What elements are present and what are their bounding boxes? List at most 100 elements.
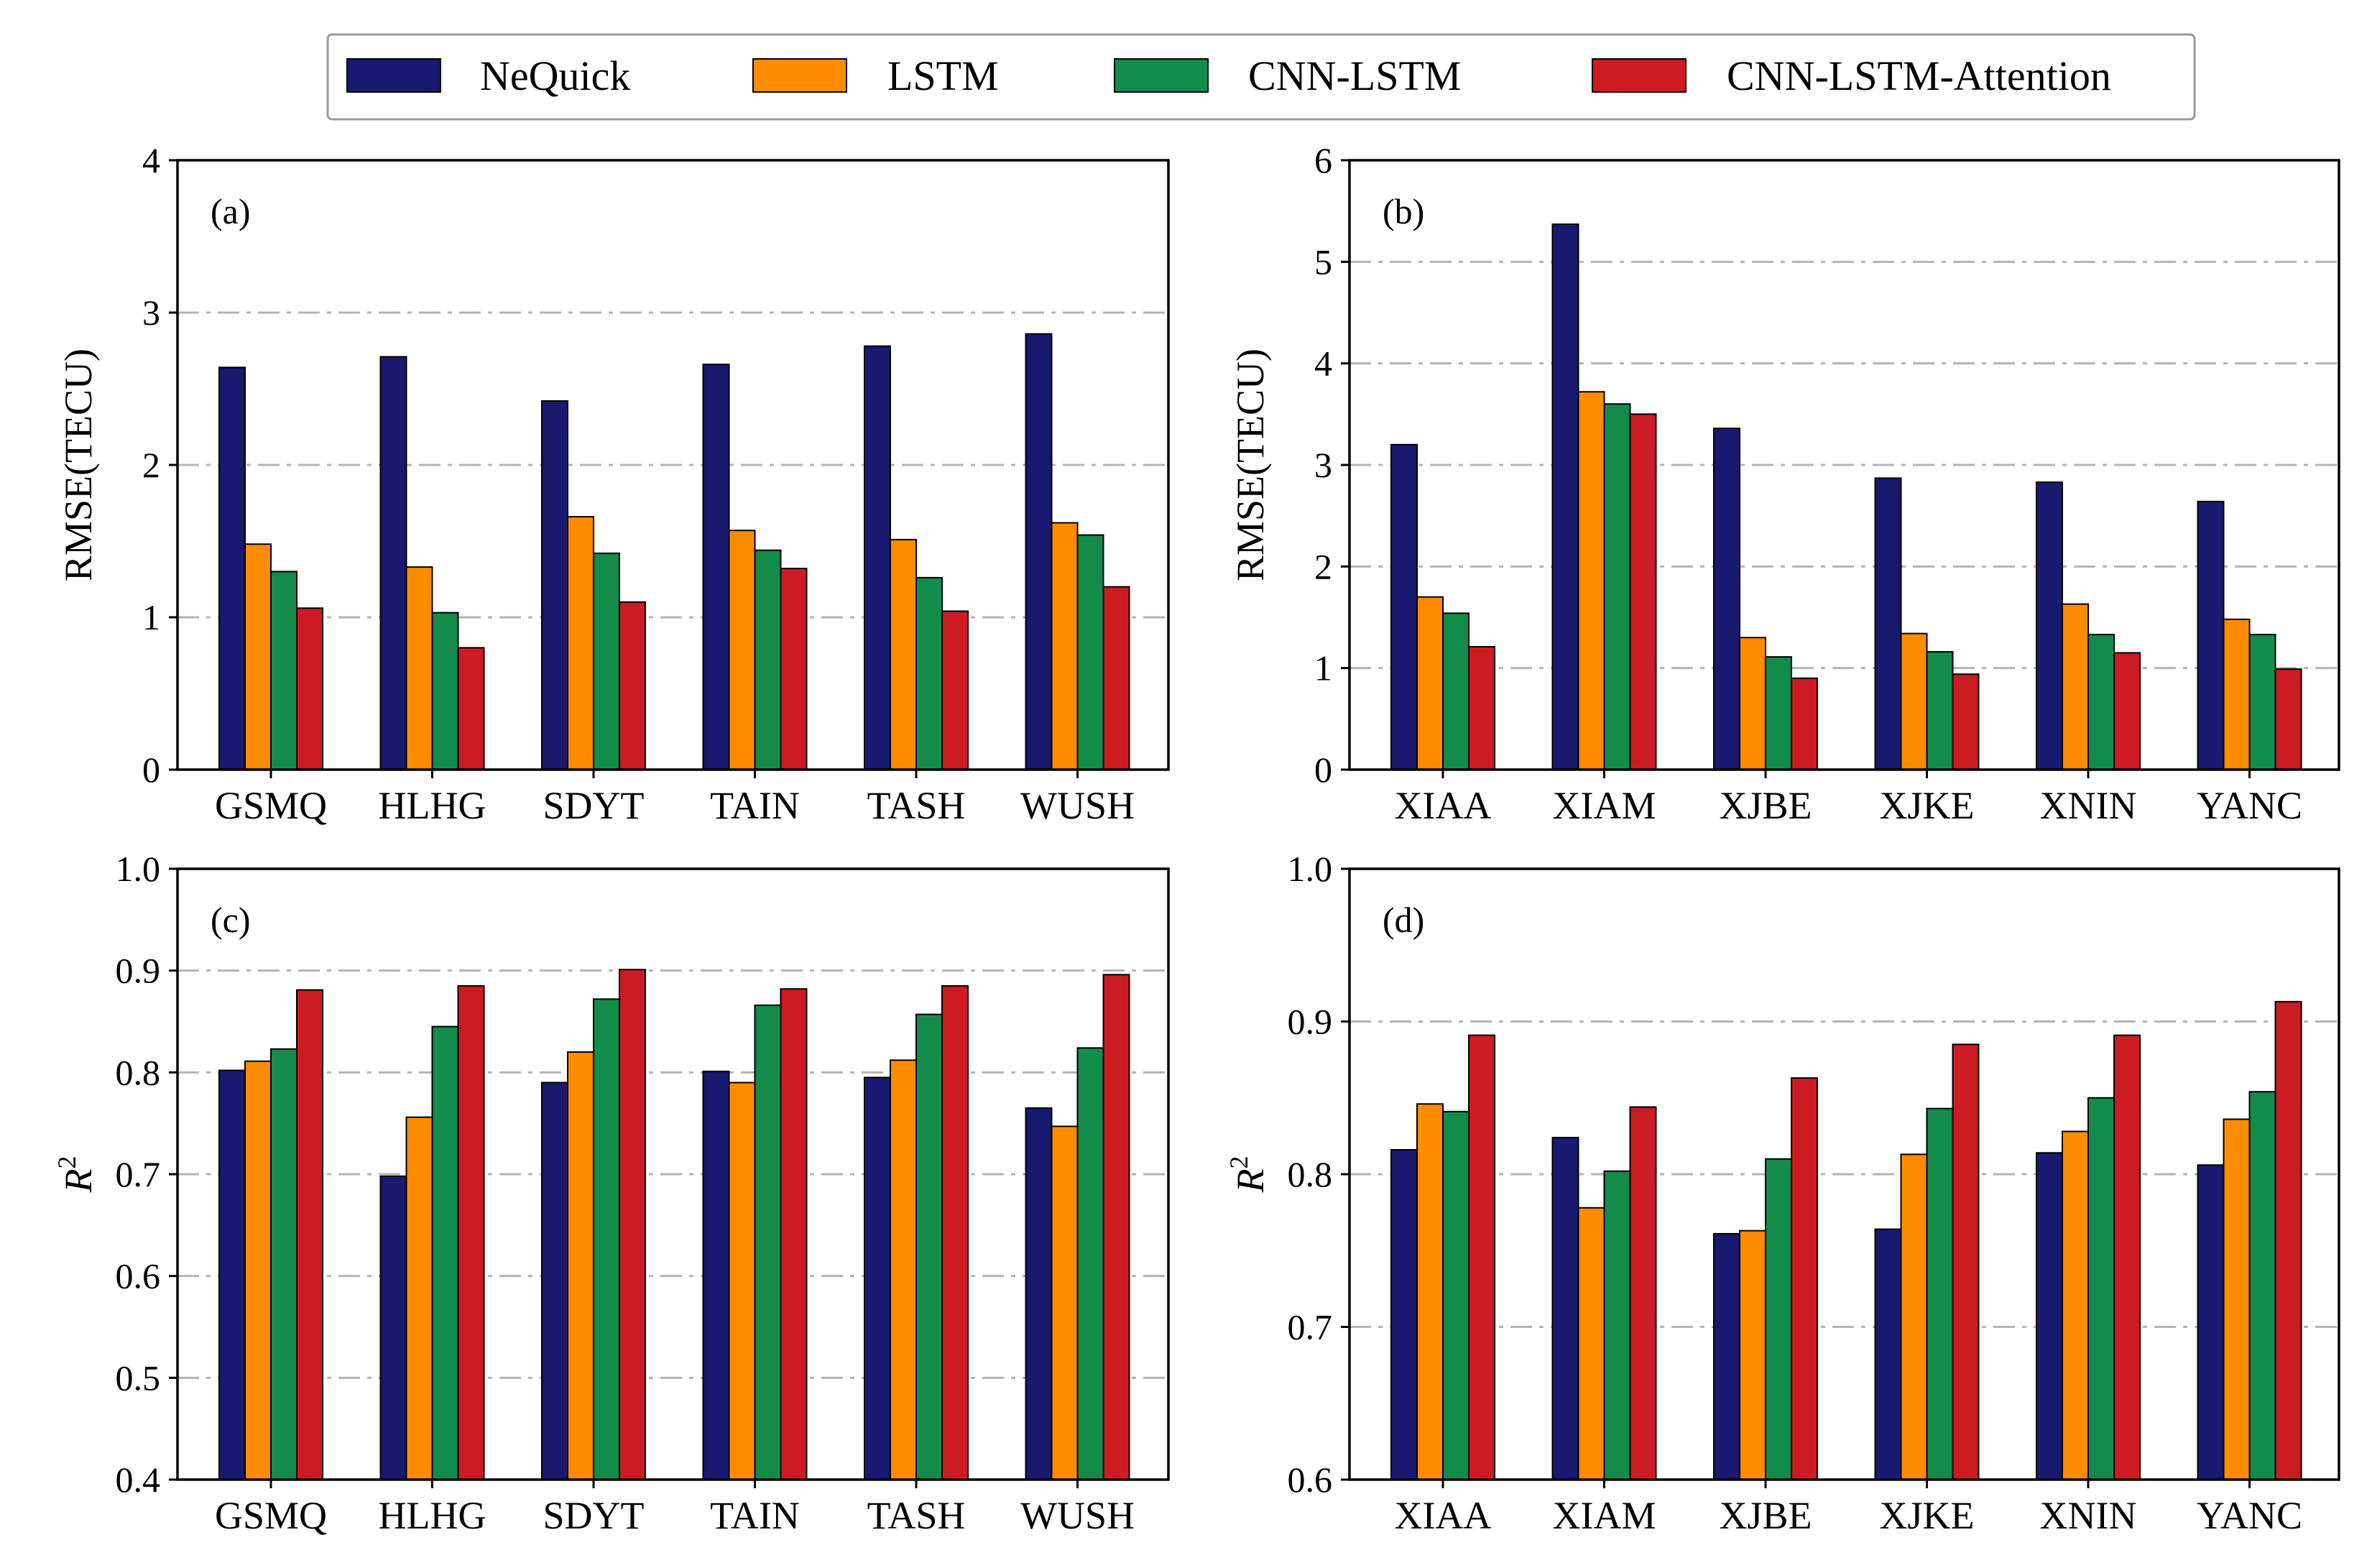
- y-tick-label: 0.6: [116, 1256, 161, 1296]
- bar-lstm-xjke: [1900, 632, 1928, 771]
- y-tick-label: 1.0: [1288, 849, 1333, 889]
- bar-cnn-lstm-xjbe: [1765, 656, 1792, 770]
- bar-cnn-lstm-attention-xiaa: [1468, 645, 1495, 771]
- y-tick-label: 6: [1314, 140, 1332, 180]
- legend-label-cnn-lstm-attention: CNN-LSTM-Attention: [1727, 52, 2111, 99]
- bar-cnn-lstm-attention-sdyt: [619, 969, 646, 1480]
- bar-cnn-lstm-attention-xnin: [2113, 1034, 2141, 1480]
- bar-nequick-tash: [864, 345, 891, 770]
- x-tick-label-yanc: YANC: [2197, 1494, 2302, 1537]
- bar-nequick-xjke: [1874, 1228, 1902, 1480]
- bar-nequick-xjbe: [1713, 1232, 1740, 1480]
- bar-nequick-xnin: [2036, 1152, 2063, 1480]
- y-tick-label: 3: [1314, 445, 1332, 485]
- bar-nequick-tash: [864, 1076, 891, 1480]
- bar-cnn-lstm-xnin: [2087, 634, 2115, 770]
- x-tick-label-yanc: YANC: [2197, 784, 2302, 827]
- bar-nequick-yanc: [2197, 500, 2225, 770]
- bar-nequick-gsmq: [218, 1069, 246, 1480]
- y-tick-label: 0.7: [1288, 1307, 1333, 1347]
- bar-nequick-sdyt: [541, 400, 568, 770]
- bar-lstm-xiam: [1577, 391, 1605, 770]
- x-tick-label-gsmq: GSMQ: [215, 784, 327, 827]
- bar-lstm-tash: [890, 538, 917, 770]
- bar-cnn-lstm-attention-xiam: [1629, 413, 1657, 770]
- bar-nequick-wush: [1025, 1107, 1053, 1480]
- x-tick-label-xiam: XIAM: [1553, 784, 1656, 827]
- bar-cnn-lstm-xiam: [1603, 403, 1631, 770]
- y-tick-label: 3: [142, 292, 160, 333]
- x-tick-label-tash: TASH: [867, 784, 966, 827]
- bar-cnn-lstm-xnin: [2087, 1097, 2115, 1480]
- bar-cnn-lstm-attention-tain: [780, 988, 808, 1480]
- x-tick-label-hlhg: HLHG: [379, 1494, 486, 1537]
- y-tick-label: 2: [1314, 546, 1332, 586]
- x-tick-label-xjbe: XJBE: [1719, 1494, 1812, 1537]
- bar-cnn-lstm-yanc: [2248, 1091, 2276, 1480]
- bar-nequick-wush: [1025, 333, 1053, 770]
- bar-cnn-lstm-attention-xjbe: [1791, 677, 1818, 770]
- bar-cnn-lstm-hlhg: [431, 612, 459, 771]
- legend: NeQuick LSTM CNN-LSTM CNN-LSTM-Attention: [326, 33, 2196, 121]
- bar-cnn-lstm-xiaa: [1442, 612, 1469, 771]
- bar-cnn-lstm-attention-hlhg: [457, 984, 485, 1480]
- panel-d-r2-chart: 0.6 0.7 0.8 0.9 1.0 XIAA XIAM XJBE XJKE XNIN YANC (…: [1224, 849, 2340, 1537]
- x-tick-label-hlhg: HLHG: [379, 784, 486, 827]
- x-tick-label-xjke: XJKE: [1880, 784, 1975, 827]
- x-tick-label-wush: WUSH: [1020, 1494, 1135, 1537]
- bar-nequick-tain: [702, 1070, 730, 1480]
- bar-cnn-lstm-xiam: [1603, 1170, 1631, 1480]
- y-axis-label: R2: [52, 1156, 100, 1194]
- bar-cnn-lstm-tain: [754, 549, 782, 770]
- y-tick-label: 5: [1314, 241, 1332, 282]
- y-tick-label: 0.9: [116, 951, 161, 991]
- bar-cnn-lstm-attention-sdyt: [619, 601, 646, 770]
- x-tick-label-wush: WUSH: [1020, 784, 1135, 827]
- bar-lstm-sdyt: [567, 516, 594, 771]
- x-tick-label-xjbe: XJBE: [1719, 784, 1812, 827]
- y-tick-label: 4: [142, 140, 160, 180]
- bar-nequick-sdyt: [541, 1082, 568, 1480]
- bar-cnn-lstm-attention-yanc: [2274, 1000, 2302, 1480]
- bar-lstm-hlhg: [405, 1116, 433, 1480]
- bar-cnn-lstm-wush: [1076, 534, 1104, 771]
- bar-nequick-tain: [702, 364, 730, 770]
- bar-cnn-lstm-hlhg: [431, 1025, 459, 1481]
- bar-cnn-lstm-attention-xiaa: [1468, 1034, 1495, 1480]
- y-tick-label: 1: [1314, 648, 1332, 688]
- bar-lstm-tain: [728, 1082, 756, 1480]
- x-tick-label-tain: TAIN: [710, 784, 800, 827]
- y-tick-label: 0.4: [116, 1459, 161, 1500]
- x-tick-label-gsmq: GSMQ: [215, 1494, 327, 1537]
- bar-cnn-lstm-xjbe: [1765, 1158, 1792, 1480]
- bar-nequick-xjke: [1874, 477, 1902, 771]
- bar-lstm-wush: [1051, 522, 1079, 770]
- legend-swatch-lstm: [752, 58, 847, 93]
- bar-cnn-lstm-xjke: [1926, 651, 1954, 771]
- bar-lstm-xnin: [2062, 603, 2089, 770]
- bar-cnn-lstm-attention-xjke: [1952, 673, 1980, 770]
- legend-frame: [326, 33, 2196, 121]
- bar-nequick-hlhg: [379, 356, 407, 771]
- y-axis-label: RMSE(TECU): [1229, 349, 1272, 581]
- bar-cnn-lstm-attention-tain: [780, 568, 808, 770]
- bar-lstm-tain: [728, 530, 756, 770]
- bar-nequick-xiaa: [1390, 1149, 1418, 1480]
- x-tick-label-xiam: XIAM: [1553, 1494, 1656, 1537]
- y-tick-label: 0.5: [116, 1357, 161, 1398]
- panel-label: (d): [1383, 900, 1424, 940]
- y-tick-label: 0: [142, 750, 160, 790]
- panel-label: (a): [211, 191, 251, 231]
- bar-nequick-xiaa: [1390, 443, 1418, 770]
- bar-lstm-xiaa: [1416, 1103, 1444, 1480]
- y-tick-label: 0: [1314, 750, 1332, 790]
- legend-label-lstm: LSTM: [887, 52, 999, 99]
- bar-nequick-gsmq: [218, 366, 246, 770]
- bar-lstm-gsmq: [244, 543, 272, 770]
- y-axis-label: RMSE(TECU): [57, 349, 100, 581]
- bar-lstm-yanc: [2223, 618, 2251, 770]
- bar-lstm-xnin: [2062, 1130, 2089, 1480]
- bar-cnn-lstm-attention-xnin: [2113, 652, 2141, 771]
- bar-lstm-tash: [890, 1059, 917, 1481]
